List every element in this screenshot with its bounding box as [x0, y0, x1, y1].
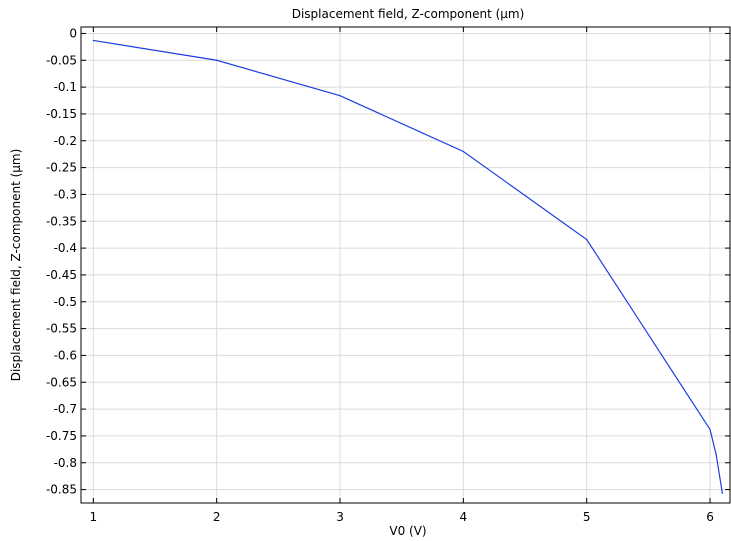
data-point [586, 238, 588, 241]
series-layer [92, 39, 723, 494]
x-tick-label: 6 [706, 510, 714, 524]
y-tick-label: -0.4 [54, 241, 77, 255]
chart-title: Displacement field, Z-component (µm) [292, 7, 525, 21]
x-tick-label: 2 [213, 510, 221, 524]
ticks [81, 27, 730, 503]
y-tick-label: -0.65 [46, 375, 77, 389]
y-tick-label: -0.75 [46, 429, 77, 443]
y-tick-label: -0.15 [46, 107, 77, 121]
x-axis-label: V0 (V) [389, 524, 426, 538]
x-tick-label: 3 [336, 510, 344, 524]
y-tick-label: -0.45 [46, 268, 77, 282]
plot-frame [80, 26, 731, 504]
y-tick-label: 0 [69, 26, 77, 40]
y-tick-label: -0.6 [54, 348, 77, 362]
y-tick-label: -0.7 [54, 402, 77, 416]
y-tick-label: -0.05 [46, 53, 77, 67]
data-point [715, 454, 717, 456]
series-line [93, 39, 723, 494]
y-tick-label: -0.8 [54, 456, 77, 470]
y-tick-label: -0.1 [54, 80, 77, 94]
data-point [92, 39, 94, 42]
y-tick-label: -0.3 [54, 187, 77, 201]
data-point [721, 492, 723, 494]
y-tick-label: -0.25 [46, 161, 77, 175]
data-point [339, 95, 341, 97]
x-tick-label: 4 [460, 510, 468, 524]
y-axis-label: Displacement field, Z-component (µm) [9, 149, 23, 382]
y-tick-label: -0.2 [54, 134, 77, 148]
data-point [709, 428, 711, 431]
data-point [462, 150, 464, 153]
grid [81, 27, 731, 503]
y-tick-label: -0.5 [54, 295, 77, 309]
data-point [216, 59, 218, 61]
y-tick-label: -0.35 [46, 214, 77, 228]
tick-labels: 1 2 3 4 5 6 0 -0.05 -0.1 -0.15 -0.2 -0.25 -0.3 -0.35 -… [46, 26, 714, 524]
x-tick-label: 1 [90, 510, 98, 524]
y-tick-label: -0.85 [46, 483, 77, 497]
x-tick-label: 5 [583, 510, 591, 524]
y-tick-label: -0.55 [46, 322, 77, 336]
